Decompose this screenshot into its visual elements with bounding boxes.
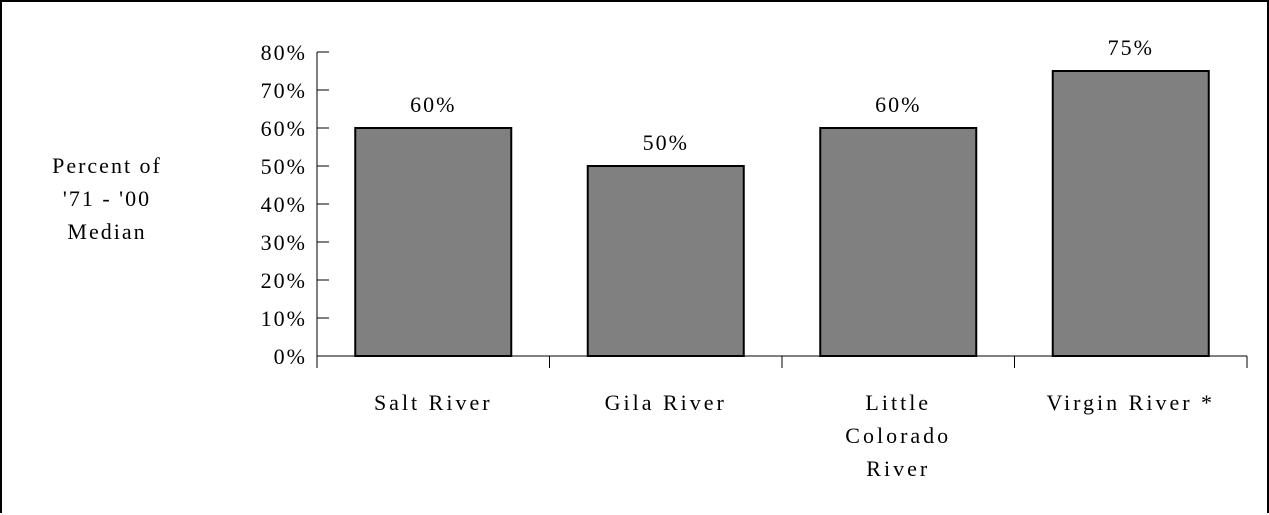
y-tick-label: 50% <box>261 154 307 179</box>
bar <box>819 127 978 357</box>
y-axis-title-line: '71 - '00 <box>63 186 151 211</box>
data-label: 50% <box>643 130 689 155</box>
y-tick-label: 40% <box>261 192 307 217</box>
y-tick-label: 30% <box>261 230 307 255</box>
bar <box>586 165 745 357</box>
y-axis-title: Percent of '71 - '00 Median <box>52 153 162 244</box>
bar <box>354 127 513 357</box>
y-tick-label: 20% <box>261 268 307 293</box>
y-tick-label: 70% <box>261 78 307 103</box>
data-label: 75% <box>1108 35 1154 60</box>
category-label: Virgin River * <box>1046 390 1215 415</box>
bar <box>1051 70 1210 357</box>
category-label: Gila River <box>605 390 727 415</box>
data-labels: 60% 50% 60% 75% <box>410 35 1154 155</box>
category-label: River <box>866 456 930 481</box>
category-labels: Salt River Gila River Little Colorado River V… <box>374 390 1215 481</box>
category-label: Little <box>865 390 931 415</box>
category-label: Colorado <box>845 423 951 448</box>
y-axis-title-line: Median <box>67 219 146 244</box>
bars <box>354 70 1210 357</box>
y-axis-title-line: Percent of <box>52 153 162 178</box>
category-label: Salt River <box>374 390 493 415</box>
y-axis-ticks: 0% 10% 20% 30% 40% 50% 60% 70% 80% <box>261 40 329 369</box>
y-tick-label: 10% <box>261 306 307 331</box>
data-label: 60% <box>410 92 456 117</box>
data-label: 60% <box>875 92 921 117</box>
y-tick-label: 80% <box>261 40 307 65</box>
y-tick-label: 0% <box>274 344 307 369</box>
x-axis-ticks <box>316 356 1248 368</box>
y-tick-label: 60% <box>261 116 307 141</box>
